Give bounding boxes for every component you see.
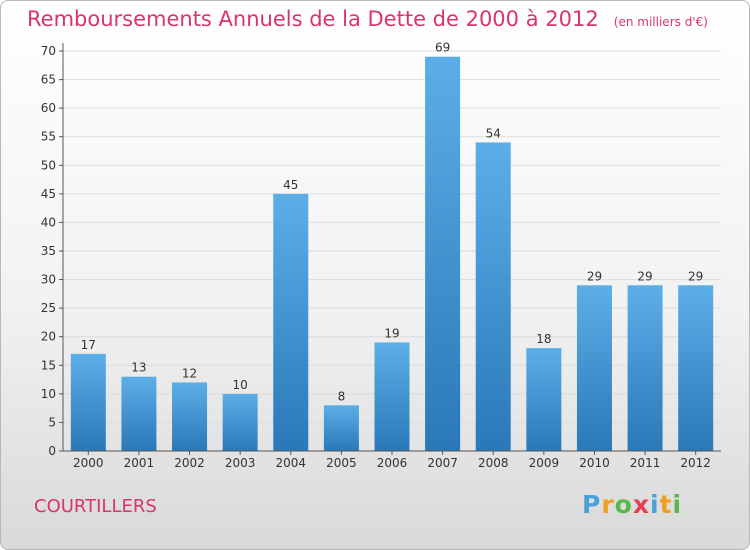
y-tick-label: 45 (41, 187, 56, 201)
bar-value-label: 8 (338, 389, 346, 403)
logo-letter: x (632, 490, 650, 519)
x-tick-label: 2006 (377, 456, 408, 470)
bar-value-label: 29 (587, 269, 602, 283)
logo-letter: i (672, 490, 683, 519)
bar (526, 348, 562, 451)
bar (627, 285, 663, 451)
bar (678, 285, 714, 451)
x-tick-label: 2010 (579, 456, 610, 470)
bar-value-label: 29 (688, 269, 703, 283)
bar-value-label: 29 (637, 269, 652, 283)
x-tick-label: 2008 (478, 456, 509, 470)
y-tick-label: 35 (41, 244, 56, 258)
y-tick-label: 15 (41, 358, 56, 372)
y-tick-label: 70 (41, 44, 56, 58)
commune-name: COURTILLERS (34, 496, 157, 517)
x-tick-label: 2012 (680, 456, 711, 470)
y-tick-label: 5 (48, 415, 56, 429)
proxiti-logo: Proxiti (582, 490, 682, 519)
bar-value-label: 12 (182, 366, 197, 380)
chart-title: Remboursements Annuels de la Dette de 20… (27, 7, 708, 31)
logo-letter: i (650, 490, 660, 519)
bars: 17 13 12 10 45 8 19 69 54 18 29 29 29 (70, 41, 714, 451)
logo-letter: P (582, 490, 602, 519)
bar-value-label: 18 (536, 332, 551, 346)
x-tick-label: 2009 (529, 456, 560, 470)
y-tick-label: 60 (41, 101, 56, 115)
x-tick-label: 2004 (275, 456, 306, 470)
x-tick-label: 2001 (124, 456, 155, 470)
bar-value-label: 19 (384, 326, 399, 340)
y-tick-label: 40 (41, 215, 56, 229)
x-tick-label: 2002 (174, 456, 205, 470)
bar (576, 285, 612, 451)
bar-value-label: 45 (283, 178, 298, 192)
bar-value-label: 17 (81, 338, 96, 352)
bar-value-label: 69 (435, 41, 450, 55)
y-tick-label: 25 (41, 301, 56, 315)
y-tick-label: 55 (41, 130, 56, 144)
bar (172, 382, 208, 451)
logo-letter: t (659, 490, 673, 519)
bar-value-label: 13 (131, 361, 146, 375)
bar (70, 353, 106, 451)
x-tick-label: 2007 (427, 456, 458, 470)
y-tick-label: 0 (48, 444, 56, 458)
y-tick-label: 50 (41, 158, 56, 172)
bar (222, 393, 258, 451)
x-tick-label: 2011 (630, 456, 661, 470)
x-tick-label: 2003 (225, 456, 256, 470)
bar (425, 56, 461, 451)
y-tick-label: 65 (41, 73, 56, 87)
chart-title-main: Remboursements Annuels de la Dette de 20… (27, 7, 599, 31)
bar (475, 142, 511, 451)
axes: 0 5 10 15 20 25 30 35 40 45 50 55 60 65 70 2000 2001 2002… (41, 43, 721, 470)
bar-value-label: 54 (486, 126, 501, 140)
logo-letter: r (601, 490, 615, 519)
y-tick-label: 30 (41, 273, 56, 287)
bar-value-label: 10 (233, 378, 248, 392)
y-tick-label: 10 (41, 387, 56, 401)
logo-letter: o (614, 490, 633, 519)
bar (273, 193, 309, 451)
y-tick-label: 20 (41, 330, 56, 344)
bar (323, 405, 359, 451)
x-tick-label: 2000 (73, 456, 104, 470)
bar (121, 376, 157, 451)
bar (374, 342, 410, 451)
chart-subtitle: (en milliers d'€) (613, 15, 708, 29)
x-tick-label: 2005 (326, 456, 357, 470)
